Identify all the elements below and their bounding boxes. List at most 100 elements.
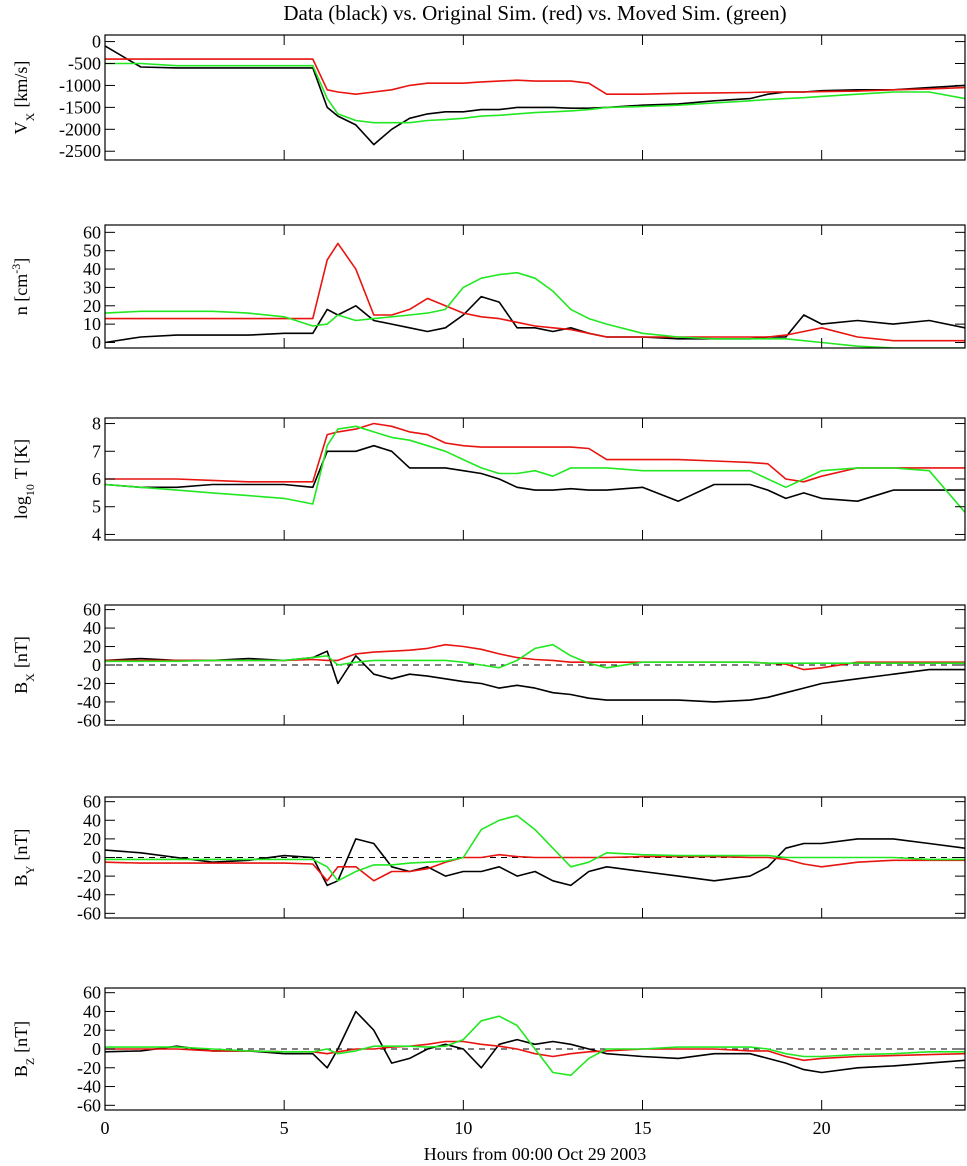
y-tick-label: 60 — [83, 600, 101, 620]
data-line — [105, 814, 965, 882]
data-line — [105, 58, 965, 95]
y-tick-label: 60 — [83, 222, 101, 242]
data-line — [105, 271, 965, 348]
panel-data — [105, 422, 965, 513]
y-tick-label: -20 — [77, 1058, 101, 1078]
y-tick-label: 8 — [92, 414, 101, 434]
y-label-sub: X — [23, 112, 37, 121]
data-line — [105, 1015, 965, 1077]
y-tick-label: -60 — [77, 903, 101, 923]
data-line — [105, 1010, 965, 1074]
panel-data — [105, 45, 965, 146]
y-tick-label: 0 — [92, 848, 101, 868]
y-tick-label: -500 — [68, 54, 101, 74]
y-label-base: B — [11, 874, 31, 886]
x-tick-label: 10 — [454, 1118, 472, 1138]
y-label-unit: [nT] — [11, 829, 31, 861]
y-axis-label: BZ [nT] — [11, 1021, 37, 1077]
y-tick-label: 60 — [83, 792, 101, 812]
data-line — [105, 444, 965, 502]
y-tick-label: 20 — [83, 296, 101, 316]
y-tick-label: -1000 — [59, 75, 101, 95]
panel-data — [105, 1010, 965, 1077]
y-tick-label: -40 — [77, 885, 101, 905]
panel: 4 5 6 7 8 log10 T [K] — [11, 414, 966, 544]
data-line — [105, 643, 965, 671]
y-tick-label: 20 — [83, 1020, 101, 1040]
y-tick-label: 30 — [83, 277, 101, 297]
y-tick-label: 0 — [92, 32, 101, 52]
x-tick-label: 0 — [101, 1118, 110, 1138]
y-tick-label: -60 — [77, 710, 101, 730]
y-tick-label: 20 — [83, 637, 101, 657]
x-tick-label: 20 — [813, 1118, 831, 1138]
y-tick-label: -20 — [77, 866, 101, 886]
x-tick-label: 5 — [280, 1118, 289, 1138]
y-label-base: B — [11, 682, 31, 694]
y-label-base: B — [11, 1065, 31, 1077]
y-tick-label: -60 — [77, 1095, 101, 1115]
y-axis-label: VX [km/s] — [11, 61, 37, 135]
data-line — [105, 422, 965, 483]
panel-frame — [104, 34, 966, 161]
y-tick-label: -40 — [77, 692, 101, 712]
y-tick-label: 0 — [92, 1039, 101, 1059]
y-tick-label: 4 — [92, 524, 101, 544]
y-tick-label: -20 — [77, 673, 101, 693]
y-label-base: n [cm — [11, 274, 31, 315]
y-tick-label: 0 — [92, 332, 101, 352]
panel-data — [105, 643, 965, 703]
y-tick-label: -40 — [77, 1077, 101, 1097]
data-line — [105, 838, 965, 887]
data-line — [105, 643, 965, 669]
panel-data — [105, 814, 965, 887]
y-label-unit: [km/s] — [11, 61, 31, 108]
data-line — [105, 295, 965, 344]
y-axis-label: log10 T [K] — [11, 439, 37, 519]
y-tick-label: 5 — [92, 497, 101, 517]
chart-title: Data (black) vs. Original Sim. (red) vs.… — [283, 1, 786, 25]
y-label-base: V — [11, 121, 31, 134]
panel-frame — [104, 417, 966, 541]
y-label-base: log — [11, 496, 31, 519]
panel-data — [105, 242, 965, 348]
y-axis-label: n [cm-3] — [9, 258, 31, 315]
y-tick-label: 10 — [83, 314, 101, 334]
data-line — [105, 62, 965, 124]
y-tick-label: 60 — [83, 983, 101, 1003]
y-label-unit: ] — [11, 258, 31, 264]
y-label-sup: -3 — [9, 264, 23, 274]
y-tick-label: -2500 — [59, 141, 101, 161]
y-tick-label: 7 — [92, 441, 101, 461]
y-tick-label: 0 — [92, 655, 101, 675]
x-tick-label: 15 — [634, 1118, 652, 1138]
data-line — [105, 853, 965, 882]
y-axis-label: BY [nT] — [11, 829, 37, 887]
data-line — [105, 242, 965, 342]
y-tick-label: 20 — [83, 829, 101, 849]
y-tick-label: 6 — [92, 469, 101, 489]
y-tick-label: 40 — [83, 1001, 101, 1021]
y-tick-label: -2000 — [59, 119, 101, 139]
panel: 0-500-1000-1500-2000-2500 VX [km/s] — [11, 32, 966, 161]
y-tick-label: 40 — [83, 259, 101, 279]
y-label-unit: T [K] — [11, 439, 31, 479]
panel-frame — [104, 224, 966, 349]
y-label-sub: X — [23, 673, 37, 682]
y-tick-label: 50 — [83, 241, 101, 261]
y-label-sub: Y — [23, 865, 37, 874]
y-tick-label: 40 — [83, 810, 101, 830]
y-label-unit: [nT] — [11, 1021, 31, 1053]
y-label-unit: [nT] — [11, 636, 31, 668]
y-label-sub: 10 — [23, 484, 37, 496]
data-line — [105, 425, 965, 513]
y-tick-label: -1500 — [59, 97, 101, 117]
y-label-sub: Z — [23, 1058, 37, 1065]
y-axis-label: BX [nT] — [11, 636, 37, 694]
y-tick-label: 40 — [83, 618, 101, 638]
